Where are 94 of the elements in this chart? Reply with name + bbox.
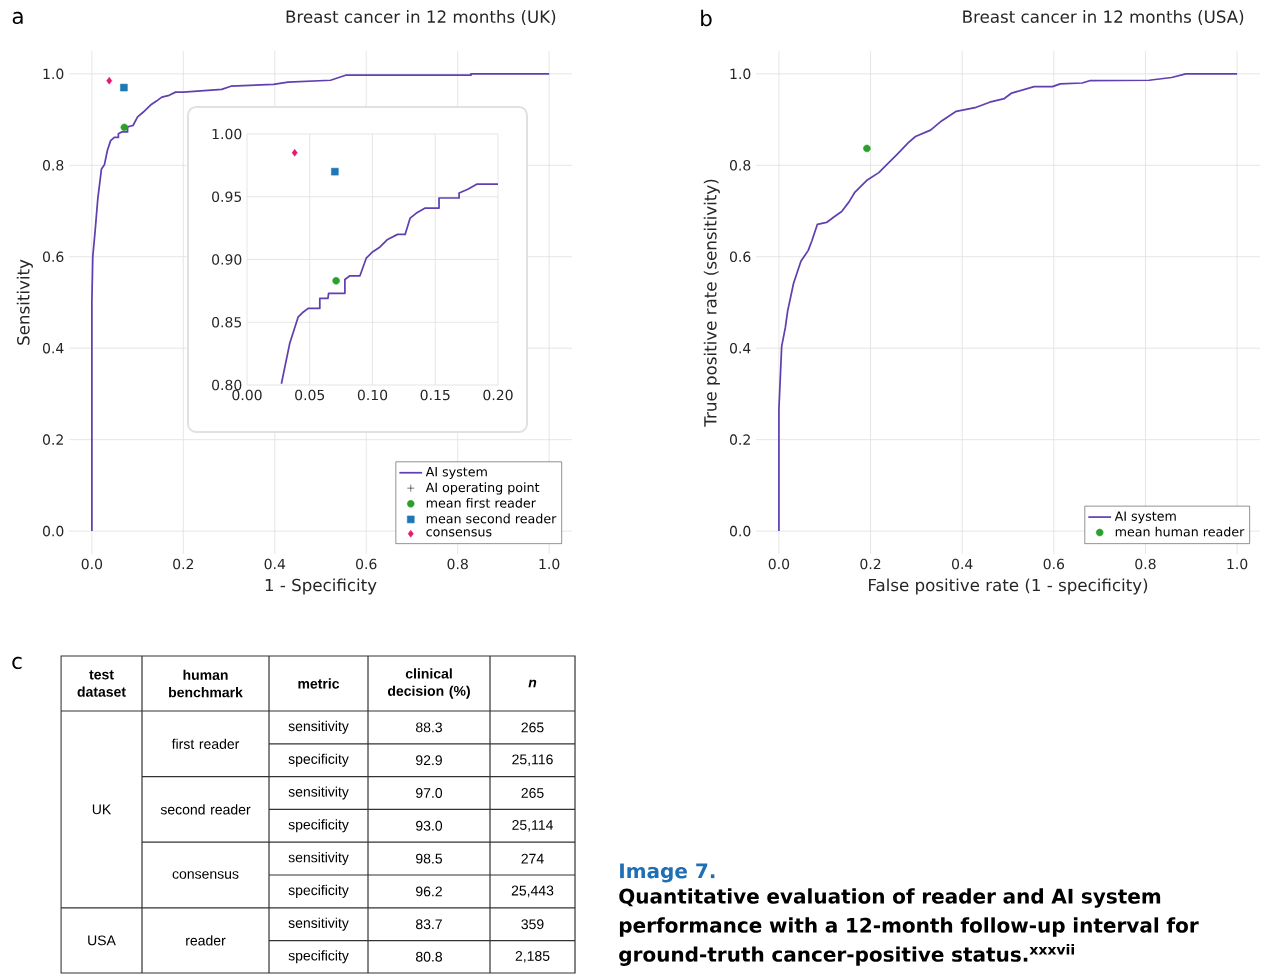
x-tick-label: 0.05 xyxy=(295,389,325,401)
text: 359 xyxy=(521,919,544,930)
x-tick-label: 0.00 xyxy=(232,389,262,401)
text: 25,443 xyxy=(511,885,554,898)
text: second reader xyxy=(160,804,251,815)
x-tick-label: 1.0 xyxy=(1227,558,1248,570)
y-tick-label: 0.8 xyxy=(729,160,751,171)
y-tick-label: 0.0 xyxy=(729,525,751,537)
y-tick-label: 0.2 xyxy=(729,434,750,445)
x-tick-label: 0.6 xyxy=(1043,558,1065,570)
x-axis-title: False positive rate (1 - specificity) xyxy=(869,578,1148,595)
x-tick-label: 0.4 xyxy=(264,558,286,570)
y-tick-label: 0.2 xyxy=(42,434,63,445)
text: consensus xyxy=(172,871,239,879)
text: reader xyxy=(186,935,226,946)
y-tick-label: 0.85 xyxy=(212,316,242,328)
text: test dataset xyxy=(77,670,126,697)
text: human benchmark xyxy=(169,669,243,698)
text: clinical decision (%) xyxy=(387,668,470,699)
y-tick-label: 1.0 xyxy=(43,68,64,80)
y-tick-label: 1.0 xyxy=(730,68,751,80)
legend-label: mean second reader xyxy=(426,513,557,524)
x-tick-label: 0.8 xyxy=(1135,558,1156,570)
y-axis-title: Sensitivity xyxy=(16,259,33,345)
y-tick-label: 0.0 xyxy=(42,525,64,537)
y-tick-label: 0.6 xyxy=(42,251,64,263)
text: 265 xyxy=(521,788,544,798)
legend-label: AI system xyxy=(425,467,487,479)
chart-title: Breast cancer in 12 months (UK) xyxy=(286,10,556,25)
chart-title: Breast cancer in 12 months (USA) xyxy=(963,10,1244,25)
text: USA xyxy=(88,935,116,946)
text: b xyxy=(701,9,712,27)
legend-label: mean first reader xyxy=(426,497,536,508)
y-tick-label: 0.80 xyxy=(212,379,242,391)
x-axis-title: 1 - Specificity xyxy=(265,578,377,595)
text: UK xyxy=(92,804,112,815)
x-tick-label: 0.20 xyxy=(483,389,513,401)
legend-label: AI system xyxy=(1114,511,1176,524)
text: Image 7. xyxy=(620,863,715,883)
x-tick-label: 0.0 xyxy=(768,558,790,570)
text: sensitivity xyxy=(288,852,349,866)
x-tick-label: 0.2 xyxy=(173,558,194,570)
x-tick-label: 0.4 xyxy=(951,558,973,570)
text: sensitivity xyxy=(288,720,349,734)
text: 93.0 xyxy=(416,820,443,831)
x-tick-label: 0.8 xyxy=(447,558,468,570)
y-tick-label: 1.00 xyxy=(212,128,242,140)
text: n xyxy=(528,679,537,688)
point xyxy=(120,83,128,92)
y-tick-label: 0.4 xyxy=(42,342,64,354)
text: sensitivity xyxy=(288,786,349,800)
line-series xyxy=(280,183,499,385)
point xyxy=(331,167,339,176)
text: 92.9 xyxy=(416,755,442,766)
y-tick-label: 0.6 xyxy=(729,251,751,263)
text: specificity xyxy=(288,819,349,833)
legend-label: mean human reader xyxy=(1115,526,1245,537)
y-tick-label: 0.95 xyxy=(212,191,242,203)
text: 25,114 xyxy=(512,820,553,832)
legend-label: consensus xyxy=(426,529,492,537)
point xyxy=(120,123,129,132)
y-tick-label: 0.90 xyxy=(212,254,242,265)
point xyxy=(332,277,340,285)
text: metric xyxy=(298,678,340,689)
legend-label: AI operating point xyxy=(425,482,540,495)
text: 274 xyxy=(521,853,544,864)
x-tick-label: 0.6 xyxy=(356,558,377,570)
x-tick-label: 0.10 xyxy=(357,389,388,401)
point xyxy=(106,76,113,85)
text: specificity xyxy=(288,950,349,964)
text: 2,185 xyxy=(515,951,550,963)
text: 96.2 xyxy=(416,886,442,897)
y-tick-label: 0.8 xyxy=(42,160,64,171)
x-tick-label: 1.0 xyxy=(539,558,560,570)
text: 83.7 xyxy=(415,919,442,930)
text: 98.5 xyxy=(416,853,443,864)
text: c xyxy=(12,656,22,670)
text: a xyxy=(12,11,23,25)
text: 80.8 xyxy=(415,951,443,962)
x-tick-label: 0.0 xyxy=(81,558,103,570)
text: first reader xyxy=(171,738,240,749)
text: sensitivity xyxy=(288,917,349,931)
text: specificity xyxy=(288,884,349,898)
text: specificity xyxy=(288,753,349,767)
text: 88.3 xyxy=(415,722,443,733)
text: 265 xyxy=(521,722,544,733)
x-tick-label: 0.2 xyxy=(860,558,881,570)
text: 25,116 xyxy=(512,754,553,766)
point xyxy=(291,149,298,157)
x-tick-label: 0.15 xyxy=(420,389,450,401)
y-axis-title: True positive rate (sensitivity) xyxy=(703,179,720,427)
text: 97.0 xyxy=(416,788,443,798)
text: Quantitative evaluation of reader and AI system performance with a 12-month follow-up interval for ground-truth cancer-positive status.$^{xxxvii}$ xyxy=(619,888,1199,966)
y-tick-label: 0.4 xyxy=(729,342,751,354)
